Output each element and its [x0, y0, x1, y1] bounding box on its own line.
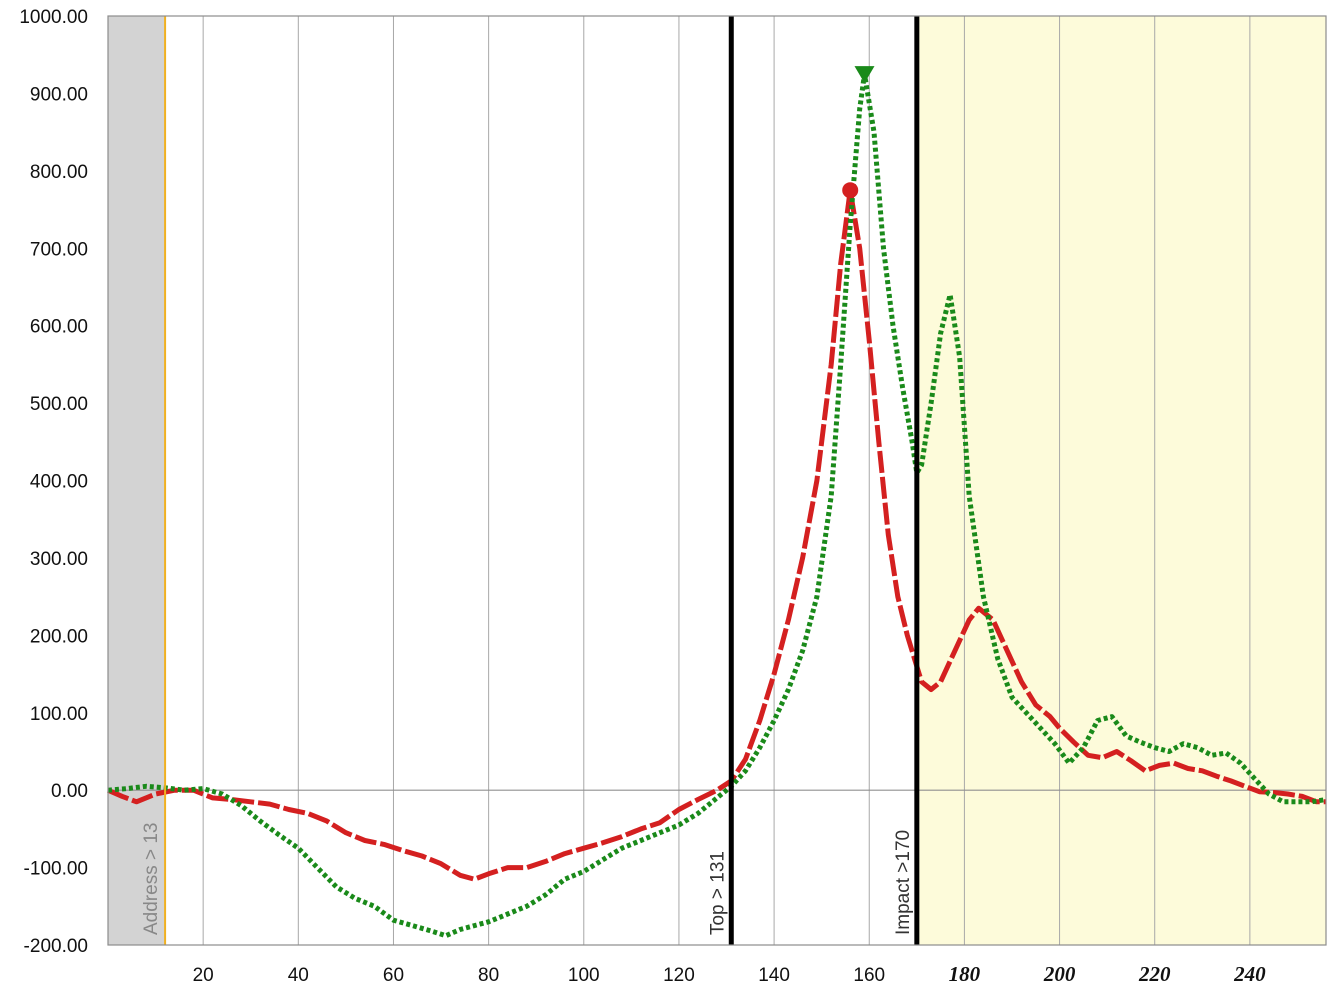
peak-markers: [842, 66, 875, 199]
plot-background: [108, 16, 1326, 945]
shaded-region: [108, 16, 166, 945]
event-markers: Address > 13 Top > 131 Impact >170: [141, 16, 920, 945]
axes: -200.00 -100.00 0.00 100.00 200.00 300.00 400.…: [19, 7, 1327, 986]
y-tick-label: 0.00: [51, 781, 88, 802]
y-tick-label: 800.00: [30, 162, 88, 183]
series-line: [107, 71, 1327, 939]
x-tick-label: 180: [949, 962, 981, 986]
y-tick-label: 700.00: [30, 239, 88, 260]
x-tick-label: 80: [478, 965, 499, 986]
shaded-region: [916, 16, 1326, 945]
y-tick-label: 200.00: [30, 626, 88, 647]
event-marker-label: Impact >170: [893, 830, 914, 935]
y-tick-label: 100.00: [30, 704, 88, 725]
peak-marker-triangle: [854, 66, 875, 84]
y-tick-label: 1000.00: [19, 7, 88, 28]
x-tick-label: 20: [193, 965, 214, 986]
x-tick-label: 220: [1138, 962, 1171, 986]
x-tick-label: 100: [568, 965, 600, 986]
x-tick-label: 240: [1233, 962, 1266, 986]
peak-marker-circle: [842, 182, 859, 199]
y-tick-label: 400.00: [30, 472, 88, 493]
y-tick-label: 600.00: [30, 317, 88, 338]
x-tick-label: 140: [758, 965, 790, 986]
x-tick-label: 160: [853, 965, 885, 986]
y-tick-label: 500.00: [30, 394, 88, 415]
x-tick-label: 200: [1043, 962, 1076, 986]
series-group: [107, 71, 1327, 939]
y-tick-label: -200.00: [24, 936, 88, 957]
event-marker-label: Address > 13: [141, 823, 162, 936]
y-tick-label: -100.00: [24, 859, 88, 880]
y-tick-label: 300.00: [30, 549, 88, 570]
plot-frame: [107, 15, 1327, 946]
x-tick-label: 120: [663, 965, 695, 986]
series-line: [107, 187, 1326, 882]
x-tick-label: 60: [383, 965, 404, 986]
y-tick-label: 900.00: [30, 84, 88, 105]
x-tick-label: 40: [288, 965, 309, 986]
event-marker-label: Top > 131: [707, 851, 728, 935]
grid-lines: [108, 16, 1326, 945]
